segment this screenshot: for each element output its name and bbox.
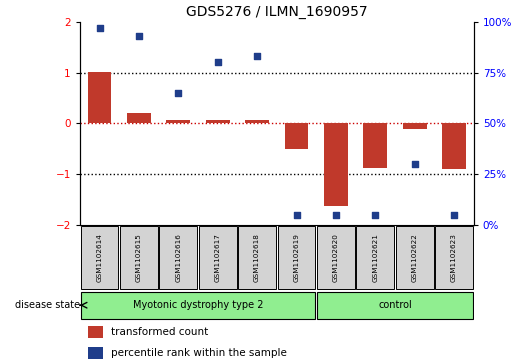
Bar: [245, 121, 269, 123]
Text: control: control: [378, 300, 412, 310]
Point: [450, 212, 458, 218]
Point: [174, 90, 182, 96]
Point: [214, 60, 222, 65]
Bar: [442, 123, 466, 169]
Bar: [285, 123, 308, 149]
FancyBboxPatch shape: [81, 227, 118, 289]
Text: disease state: disease state: [15, 300, 80, 310]
FancyBboxPatch shape: [356, 227, 394, 289]
FancyBboxPatch shape: [317, 227, 355, 289]
Text: GSM1102622: GSM1102622: [411, 233, 418, 282]
Point: [95, 25, 104, 31]
Text: percentile rank within the sample: percentile rank within the sample: [111, 348, 287, 358]
Text: GSM1102617: GSM1102617: [215, 233, 221, 282]
Text: GSM1102620: GSM1102620: [333, 233, 339, 282]
Point: [253, 53, 261, 59]
Text: GSM1102615: GSM1102615: [136, 233, 142, 282]
Bar: [88, 326, 104, 338]
Bar: [364, 123, 387, 168]
Title: GDS5276 / ILMN_1690957: GDS5276 / ILMN_1690957: [186, 5, 368, 19]
FancyBboxPatch shape: [120, 227, 158, 289]
Point: [293, 212, 301, 218]
FancyBboxPatch shape: [160, 227, 197, 289]
Point: [135, 33, 143, 39]
Point: [410, 161, 419, 167]
FancyBboxPatch shape: [317, 292, 473, 319]
Bar: [127, 113, 151, 123]
FancyBboxPatch shape: [81, 292, 315, 319]
Bar: [88, 347, 104, 359]
Text: transformed count: transformed count: [111, 327, 209, 337]
Bar: [403, 123, 426, 129]
FancyBboxPatch shape: [435, 227, 473, 289]
Point: [371, 212, 380, 218]
Point: [332, 212, 340, 218]
FancyBboxPatch shape: [238, 227, 276, 289]
Text: Myotonic dystrophy type 2: Myotonic dystrophy type 2: [133, 300, 263, 310]
FancyBboxPatch shape: [396, 227, 434, 289]
Text: GSM1102619: GSM1102619: [294, 233, 300, 282]
Bar: [324, 123, 348, 206]
Bar: [88, 72, 111, 123]
Bar: [206, 121, 230, 123]
Text: GSM1102623: GSM1102623: [451, 233, 457, 282]
Text: GSM1102614: GSM1102614: [96, 233, 102, 282]
FancyBboxPatch shape: [278, 227, 315, 289]
Text: GSM1102616: GSM1102616: [175, 233, 181, 282]
Bar: [166, 121, 190, 123]
FancyBboxPatch shape: [199, 227, 236, 289]
Text: GSM1102618: GSM1102618: [254, 233, 260, 282]
Text: GSM1102621: GSM1102621: [372, 233, 379, 282]
